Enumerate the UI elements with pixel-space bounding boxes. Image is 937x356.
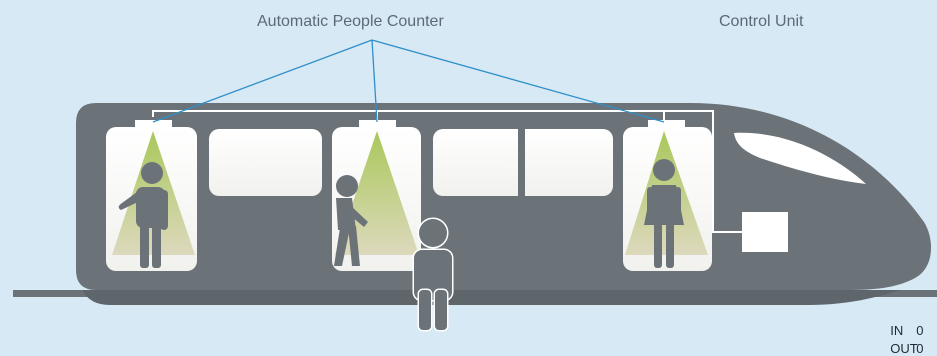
- sensor-icon: [359, 120, 396, 127]
- counter-out: OUT0: [883, 326, 923, 356]
- counter-out-value: 0: [916, 341, 924, 356]
- sensor-icon: [648, 120, 685, 127]
- person-icon: [412, 217, 454, 332]
- control-unit-box: [742, 212, 788, 252]
- pointer-lines: [152, 39, 665, 123]
- train-skirt: [82, 290, 900, 305]
- windshield: [734, 132, 866, 184]
- counter-out-label: OUT: [890, 341, 918, 356]
- people-counter-label: Automatic People Counter: [257, 13, 444, 30]
- counter-in-value: 0: [916, 323, 924, 338]
- sensor-beam: [335, 131, 419, 255]
- window-divider: [518, 129, 525, 196]
- sensor-icon: [135, 120, 172, 127]
- control-unit-label: Control Unit: [719, 13, 804, 30]
- sensor-wiring: [152, 110, 742, 233]
- window: [209, 129, 322, 196]
- counter-in-label: IN: [890, 323, 904, 338]
- person-icon: [118, 162, 168, 268]
- person-icon: [644, 159, 684, 268]
- counter-in: IN 0: [883, 308, 923, 338]
- person-icon: [334, 175, 368, 266]
